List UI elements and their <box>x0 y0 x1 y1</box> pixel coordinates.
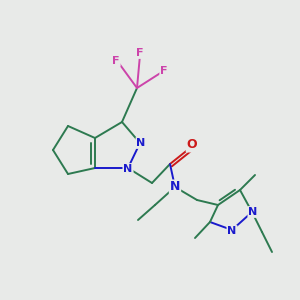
Text: N: N <box>248 207 258 217</box>
Text: N: N <box>136 138 146 148</box>
Text: N: N <box>227 226 237 236</box>
Text: N: N <box>170 181 180 194</box>
Text: F: F <box>160 66 168 76</box>
Text: F: F <box>136 48 144 58</box>
Text: O: O <box>187 139 197 152</box>
Text: N: N <box>123 164 133 174</box>
Text: F: F <box>112 56 120 66</box>
